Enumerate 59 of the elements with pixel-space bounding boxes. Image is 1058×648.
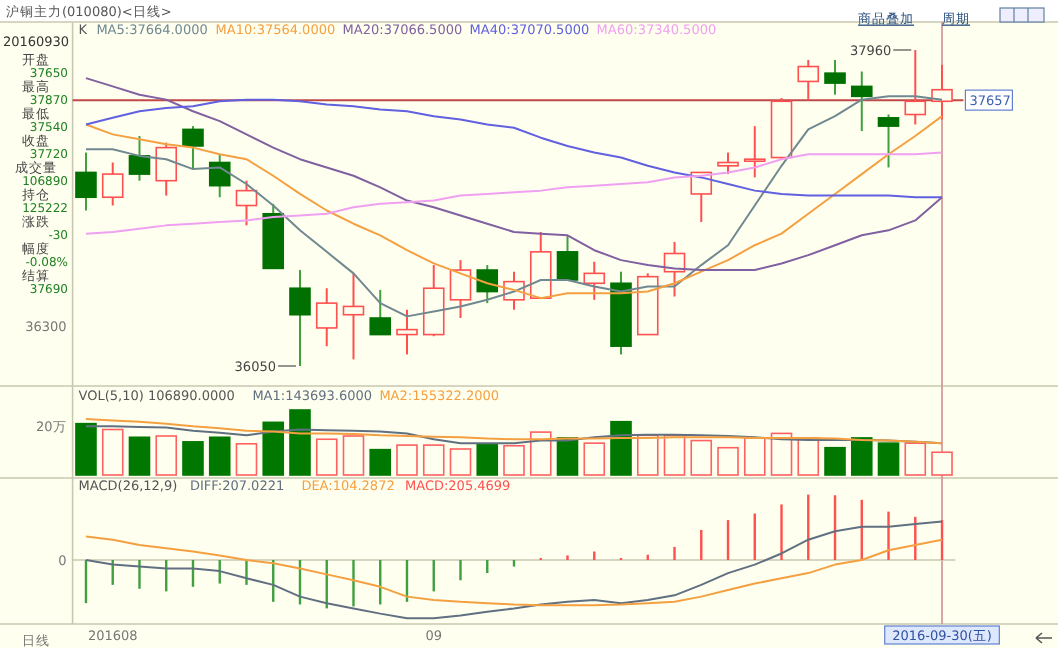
bar <box>75 422 97 476</box>
bar <box>556 437 579 476</box>
candlestick <box>877 113 900 169</box>
candlestick <box>208 153 231 199</box>
bar <box>663 434 686 476</box>
bar <box>770 432 793 476</box>
candlestick <box>529 230 552 300</box>
candlestick <box>369 288 392 336</box>
bar <box>101 428 124 476</box>
bar <box>636 434 659 476</box>
bar <box>369 448 392 476</box>
candlestick <box>422 264 445 338</box>
bar <box>342 435 365 476</box>
candlestick <box>101 161 124 207</box>
candlestick <box>583 260 606 301</box>
bar <box>262 421 285 476</box>
candlestick <box>396 308 418 356</box>
candlestick <box>931 63 953 121</box>
bar <box>529 431 552 476</box>
candlestick <box>904 49 927 126</box>
candlestick <box>342 272 365 361</box>
bar <box>717 446 739 476</box>
bar <box>583 442 606 476</box>
bar <box>797 437 820 476</box>
bar <box>824 446 846 476</box>
bar <box>743 437 766 476</box>
bar <box>155 435 178 476</box>
candlestick <box>850 70 873 133</box>
candlestick <box>717 151 739 176</box>
bar <box>128 436 151 476</box>
candlestick <box>743 125 766 179</box>
candlestick <box>449 259 472 320</box>
bar <box>476 443 499 476</box>
bar <box>289 409 311 476</box>
bar <box>904 442 927 476</box>
bar <box>182 441 204 476</box>
candlestick <box>556 234 579 281</box>
candlestick <box>155 141 178 197</box>
bar <box>850 437 873 476</box>
bar <box>877 442 900 476</box>
bar <box>449 448 472 476</box>
candlestick <box>797 58 820 101</box>
candlestick <box>182 125 204 171</box>
candlestick <box>75 151 97 212</box>
candlestick <box>235 179 258 227</box>
bar <box>422 444 445 476</box>
candlestick <box>824 58 846 96</box>
bar <box>610 420 632 476</box>
candlestick <box>128 135 151 182</box>
candlestick <box>289 269 311 367</box>
bar <box>503 444 525 476</box>
bar <box>315 438 338 476</box>
bar <box>208 436 231 476</box>
bar <box>235 443 258 476</box>
candlestick <box>476 264 499 305</box>
bar <box>690 439 713 476</box>
candlestick <box>315 287 338 348</box>
bar <box>931 451 953 476</box>
bar <box>396 444 418 476</box>
